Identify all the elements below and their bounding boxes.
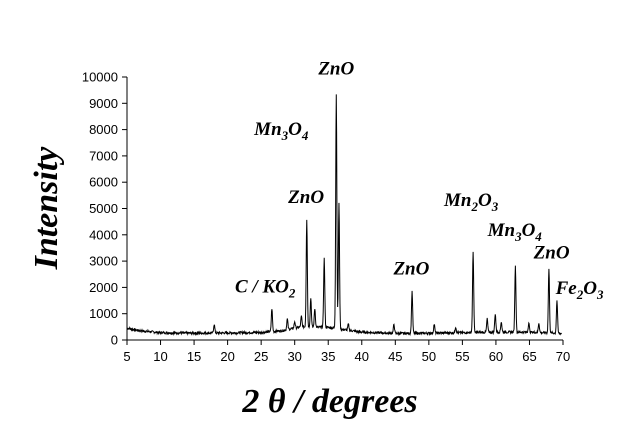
peak-label-mn3o4_2: Mn3O4 bbox=[487, 220, 543, 244]
diffraction-trace bbox=[126, 94, 563, 337]
y-axis-ticks: 0 1000 2000 3000 4000 5000 6000 7000 8000 9000 100… bbox=[82, 70, 127, 348]
x-axis-label: 2 θ / degrees bbox=[241, 383, 417, 420]
y-tick-label: 9000 bbox=[89, 96, 118, 111]
y-tick-label: 8000 bbox=[89, 122, 118, 137]
x-tick-label: 5 bbox=[123, 349, 130, 364]
x-tick-label: 20 bbox=[220, 349, 234, 364]
x-tick-label: 65 bbox=[522, 349, 536, 364]
y-tick-label: 3000 bbox=[89, 254, 118, 269]
y-tick-label: 10000 bbox=[82, 70, 118, 85]
x-tick-label: 55 bbox=[455, 349, 469, 364]
peak-label-zno_4: ZnO bbox=[533, 242, 570, 263]
x-tick-label: 25 bbox=[254, 349, 268, 364]
x-tick-label: 45 bbox=[388, 349, 402, 364]
peak-label-fe2o3: Fe2O3 bbox=[555, 278, 604, 302]
y-tick-label: 7000 bbox=[89, 148, 118, 163]
x-tick-label: 15 bbox=[187, 349, 201, 364]
x-tick-label: 60 bbox=[489, 349, 503, 364]
y-tick-label: 4000 bbox=[89, 227, 118, 242]
x-tick-label: 50 bbox=[422, 349, 436, 364]
x-tick-label: 70 bbox=[556, 349, 570, 364]
peak-label-c_ko2: C / KO2 bbox=[235, 277, 296, 301]
peak-label-mn2o3: Mn2O3 bbox=[443, 190, 499, 214]
peak-label-zno_1: ZnO bbox=[287, 187, 324, 208]
peak-label-mn3o4_1: Mn3O4 bbox=[253, 119, 309, 143]
x-tick-label: 35 bbox=[321, 349, 335, 364]
y-tick-label: 6000 bbox=[89, 175, 118, 190]
y-axis-label: Intensity bbox=[28, 146, 65, 271]
x-tick-label: 30 bbox=[287, 349, 301, 364]
peak-label-zno_3: ZnO bbox=[392, 258, 429, 279]
y-tick-label: 5000 bbox=[89, 201, 118, 216]
x-axis-ticks: 5 10 15 20 25 30 35 40 45 50 55 60 65 70 bbox=[123, 340, 570, 364]
x-tick-label: 10 bbox=[153, 349, 167, 364]
y-tick-label: 2000 bbox=[89, 280, 118, 295]
y-tick-label: 0 bbox=[111, 333, 118, 348]
peak-label-zno_2: ZnO bbox=[317, 58, 354, 79]
x-tick-label: 40 bbox=[355, 349, 369, 364]
y-tick-label: 1000 bbox=[89, 306, 118, 321]
